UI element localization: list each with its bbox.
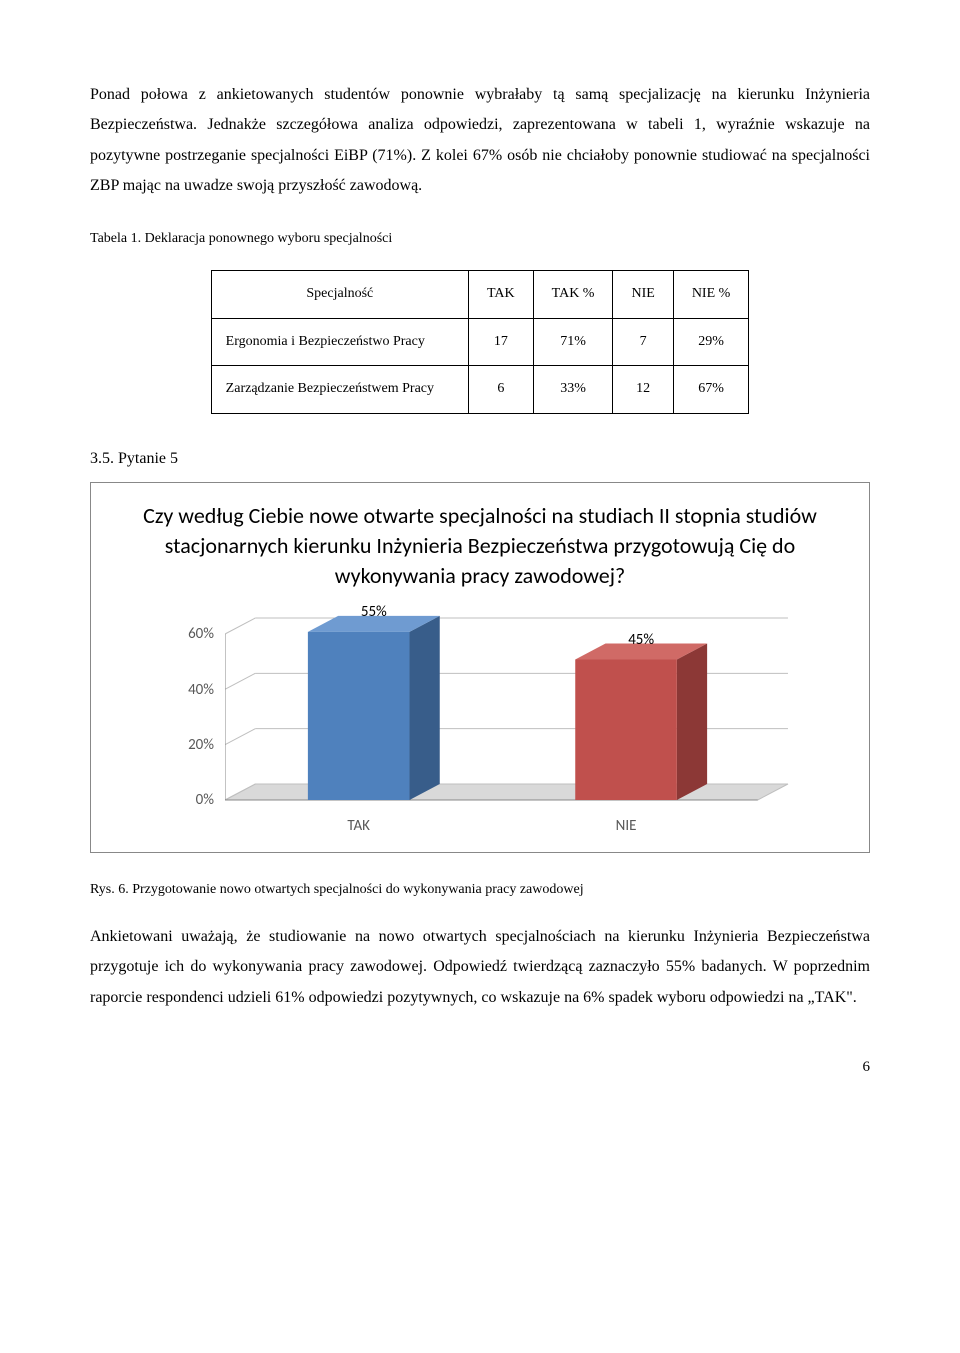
cell-nie-pct: 29%	[673, 318, 749, 366]
paragraph-1: Ponad połowa z ankietowanych studentów p…	[90, 80, 870, 202]
cell-tak: 6	[469, 366, 534, 414]
figure-6-caption: Rys. 6. Przygotowanie nowo otwartych spe…	[90, 877, 870, 904]
bar-value-label: 45%	[628, 626, 654, 655]
col-tak-pct: TAK %	[533, 271, 613, 319]
chart-svg	[225, 608, 790, 808]
cell-nie: 12	[613, 366, 673, 414]
y-tick-label: 40%	[188, 675, 214, 704]
col-nie: NIE	[613, 271, 673, 319]
y-axis: 0%20%40%60%	[170, 608, 220, 808]
cell-spec: Ergonomia i Bezpieczeństwo Pracy	[211, 318, 468, 366]
table-header-row: Specjalność TAK TAK % NIE NIE %	[211, 271, 749, 319]
col-nie-pct: NIE %	[673, 271, 749, 319]
cell-tak: 17	[469, 318, 534, 366]
x-tick-label: TAK	[347, 812, 370, 841]
y-tick-label: 20%	[188, 731, 214, 760]
table-row: Ergonomia i Bezpieczeństwo Pracy 17 71% …	[211, 318, 749, 366]
table-1: Specjalność TAK TAK % NIE NIE % Ergonomi…	[211, 270, 750, 414]
cell-nie: 7	[613, 318, 673, 366]
section-3-5-label: 3.5. Pytanie 5	[90, 444, 870, 474]
y-tick-label: 0%	[196, 786, 214, 815]
cell-tak-pct: 33%	[533, 366, 613, 414]
table-1-caption: Tabela 1. Deklaracja ponownego wyboru sp…	[90, 226, 870, 253]
x-tick-label: NIE	[616, 812, 637, 841]
page-number: 6	[90, 1053, 870, 1082]
chart-title: Czy według Ciebie nowe otwarte specjalno…	[111, 501, 849, 590]
bar-value-label: 55%	[361, 598, 387, 627]
chart-area: 0%20%40%60% 55%45% TAKNIE	[170, 608, 790, 828]
col-tak: TAK	[469, 271, 534, 319]
chart-container: Czy według Ciebie nowe otwarte specjalno…	[90, 482, 870, 853]
chart-plot: 55%45%	[225, 608, 790, 808]
y-tick-label: 60%	[188, 620, 214, 649]
cell-nie-pct: 67%	[673, 366, 749, 414]
cell-spec: Zarządzanie Bezpieczeństwem Pracy	[211, 366, 468, 414]
cell-tak-pct: 71%	[533, 318, 613, 366]
col-specjalnosc: Specjalność	[211, 271, 468, 319]
table-row: Zarządzanie Bezpieczeństwem Pracy 6 33% …	[211, 366, 749, 414]
paragraph-2: Ankietowani uważają, że studiowanie na n…	[90, 922, 870, 1013]
